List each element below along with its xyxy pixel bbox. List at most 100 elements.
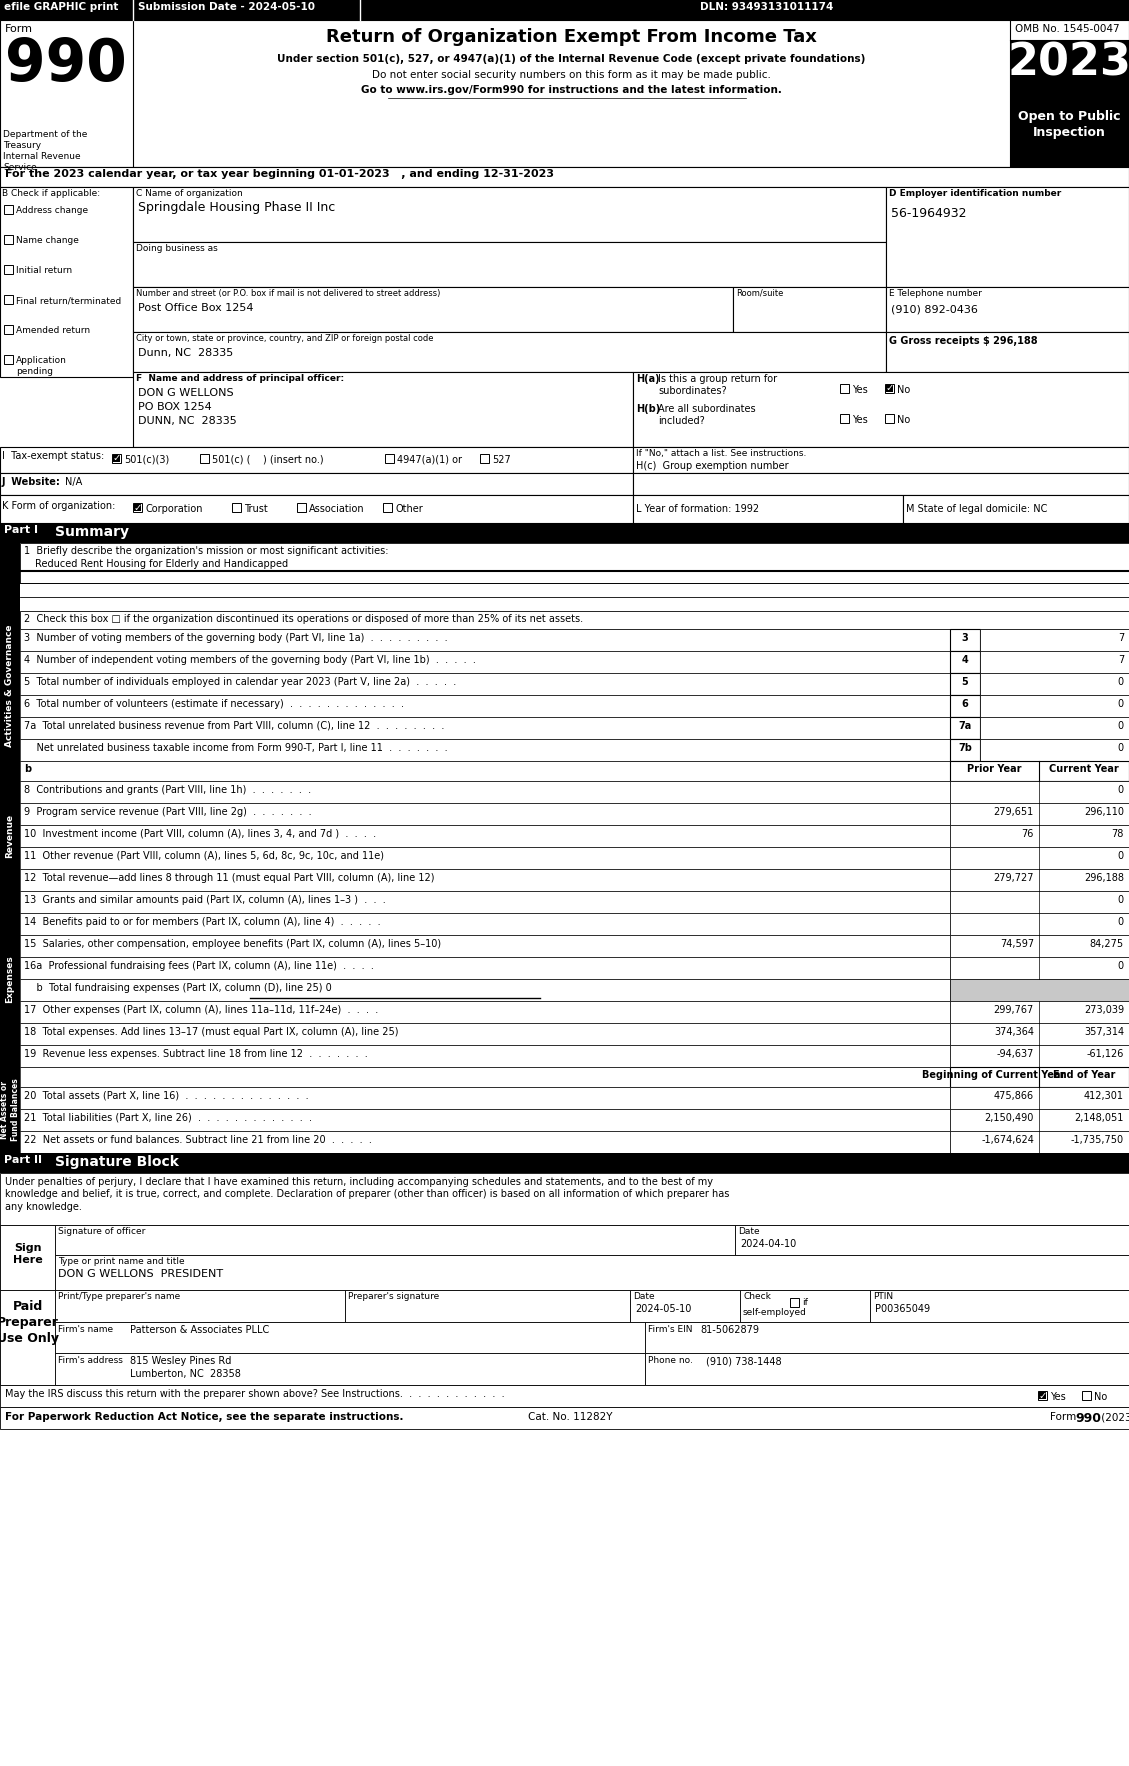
Text: 14  Benefits paid to or for members (Part IX, column (A), line 4)  .  .  .  .  .: 14 Benefits paid to or for members (Part…	[24, 917, 380, 927]
Bar	[0, 187, 133, 376]
Text: Corporation: Corporation	[145, 503, 202, 514]
Text: self-employed: self-employed	[743, 1309, 807, 1317]
Bar	[5, 295, 14, 304]
Bar	[20, 781, 949, 804]
Bar	[55, 1256, 1129, 1289]
Text: -1,735,750: -1,735,750	[1071, 1136, 1124, 1144]
Bar	[949, 738, 980, 761]
Text: Part I: Part I	[5, 525, 38, 535]
Bar	[0, 1385, 1129, 1408]
Text: Net unrelated business taxable income from Form 990-T, Part I, line 11  .  .  . : Net unrelated business taxable income fr…	[24, 743, 447, 752]
Bar	[0, 19, 133, 168]
Bar	[735, 1226, 1129, 1256]
Text: 21  Total liabilities (Part X, line 26)  .  .  .  .  .  .  .  .  .  .  .  .  .: 21 Total liabilities (Part X, line 26) .…	[24, 1113, 312, 1123]
Bar	[949, 629, 980, 652]
Text: ✓: ✓	[885, 383, 894, 394]
Text: 84,275: 84,275	[1089, 940, 1124, 948]
Text: 2024-05-10: 2024-05-10	[634, 1303, 691, 1314]
Text: Yes: Yes	[1050, 1392, 1066, 1402]
Text: 13  Grants and similar amounts paid (Part IX, column (A), lines 1–3 )  .  .  .: 13 Grants and similar amounts paid (Part…	[24, 895, 386, 904]
Text: Is this a group return for: Is this a group return for	[658, 374, 777, 383]
Text: Phone no.: Phone no.	[648, 1356, 693, 1365]
Text: 9  Program service revenue (Part VIII, line 2g)  .  .  .  .  .  .  .: 9 Program service revenue (Part VIII, li…	[24, 807, 312, 818]
Text: 11  Other revenue (Part VIII, column (A), lines 5, 6d, 8c, 9c, 10c, and 11e): 11 Other revenue (Part VIII, column (A),…	[24, 851, 384, 862]
Text: Other: Other	[395, 503, 422, 514]
Text: Firm's name: Firm's name	[58, 1324, 113, 1333]
Text: G Gross receipts $ 296,188: G Gross receipts $ 296,188	[889, 336, 1038, 346]
Bar	[20, 761, 949, 781]
Bar	[20, 869, 949, 892]
Text: Signature of officer: Signature of officer	[58, 1227, 146, 1236]
Text: Firm's EIN: Firm's EIN	[648, 1324, 692, 1333]
Text: 501(c) (    ) (insert no.): 501(c) ( ) (insert no.)	[212, 456, 324, 464]
Text: M State of legal domicile: NC: M State of legal domicile: NC	[905, 503, 1048, 514]
Text: Date: Date	[738, 1227, 760, 1236]
Text: Sign
Here: Sign Here	[14, 1243, 43, 1266]
Bar	[0, 542, 20, 828]
Text: Revenue: Revenue	[6, 814, 15, 858]
Text: DLN: 93493131011174: DLN: 93493131011174	[700, 2, 833, 12]
Text: 7: 7	[1118, 632, 1124, 643]
Bar	[112, 454, 121, 463]
Text: b  Total fundraising expenses (Part IX, column (D), line 25) 0: b Total fundraising expenses (Part IX, c…	[24, 984, 332, 992]
Text: 357,314: 357,314	[1084, 1028, 1124, 1037]
Text: Return of Organization Exempt From Income Tax: Return of Organization Exempt From Incom…	[325, 28, 816, 46]
Text: 6  Total number of volunteers (estimate if necessary)  .  .  .  .  .  .  .  .  .: 6 Total number of volunteers (estimate i…	[24, 699, 404, 708]
Text: 6: 6	[962, 699, 969, 708]
Text: if: if	[802, 1298, 808, 1307]
Text: Dunn, NC  28335: Dunn, NC 28335	[138, 348, 234, 358]
Bar	[20, 978, 949, 1001]
Bar	[0, 1173, 1129, 1226]
Bar	[633, 447, 1129, 473]
Bar	[0, 1153, 1129, 1173]
Text: Part II: Part II	[5, 1155, 42, 1166]
Text: F  Name and address of principal officer:: F Name and address of principal officer:	[135, 374, 344, 383]
Text: DON G WELLONS: DON G WELLONS	[138, 389, 234, 397]
Bar	[20, 957, 949, 978]
Text: No: No	[1094, 1392, 1108, 1402]
Bar	[20, 1045, 949, 1067]
Text: Lumberton, NC  28358: Lumberton, NC 28358	[130, 1369, 240, 1379]
Text: D Employer identification number: D Employer identification number	[889, 189, 1061, 198]
Bar	[885, 383, 894, 394]
Text: 527: 527	[492, 456, 510, 464]
Bar	[949, 1045, 1129, 1067]
Text: B Check if applicable:: B Check if applicable:	[2, 189, 100, 198]
Bar	[886, 385, 893, 392]
Text: 296,110: 296,110	[1084, 807, 1124, 818]
Bar	[886, 332, 1129, 373]
Text: Room/suite: Room/suite	[736, 290, 784, 298]
Bar	[949, 913, 1129, 934]
Bar	[885, 413, 894, 424]
Bar	[633, 494, 903, 523]
Bar	[383, 503, 392, 512]
Text: Expenses: Expenses	[6, 955, 15, 1003]
Text: Form: Form	[5, 25, 33, 34]
Text: End of Year: End of Year	[1053, 1070, 1115, 1081]
Bar	[633, 373, 1129, 447]
Text: 2,148,051: 2,148,051	[1075, 1113, 1124, 1123]
Text: (910) 892-0436: (910) 892-0436	[891, 306, 978, 314]
Text: 1  Briefly describe the organization's mission or most significant activities:: 1 Briefly describe the organization's mi…	[24, 546, 388, 556]
Text: Yes: Yes	[852, 385, 868, 396]
Bar	[133, 187, 886, 242]
Text: Springdale Housing Phase II Inc: Springdale Housing Phase II Inc	[138, 201, 335, 214]
Text: E Telephone number: E Telephone number	[889, 290, 982, 298]
Text: No: No	[898, 415, 910, 426]
Text: Department of the
Treasury
Internal Revenue
Service: Department of the Treasury Internal Reve…	[3, 131, 87, 173]
Text: N/A: N/A	[65, 477, 82, 487]
Text: 4  Number of independent voting members of the governing body (Part VI, line 1b): 4 Number of independent voting members o…	[24, 655, 476, 666]
Text: (910) 738-1448: (910) 738-1448	[706, 1356, 781, 1365]
Text: 2,150,490: 2,150,490	[984, 1113, 1034, 1123]
Text: Application
pending: Application pending	[16, 357, 67, 376]
Text: Doing business as: Doing business as	[135, 244, 218, 253]
Text: Initial return: Initial return	[16, 267, 72, 275]
Bar	[980, 696, 1129, 717]
Bar	[20, 629, 949, 652]
Bar	[949, 848, 1129, 869]
Bar	[0, 168, 1129, 187]
Bar	[0, 494, 633, 523]
Text: I  Tax-exempt status:: I Tax-exempt status:	[2, 450, 104, 461]
Text: 815 Wesley Pines Rd: 815 Wesley Pines Rd	[130, 1356, 231, 1365]
Text: 501(c)(3): 501(c)(3)	[124, 456, 169, 464]
